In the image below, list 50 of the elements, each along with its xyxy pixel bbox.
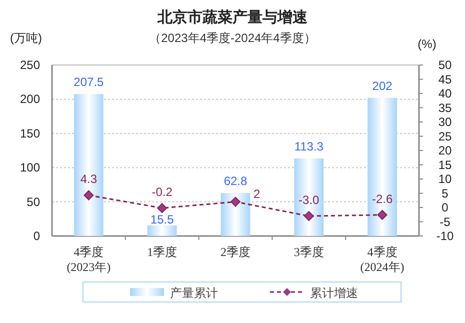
data-label: 2: [254, 186, 260, 201]
point: [157, 203, 168, 214]
y2-tick-label: 35: [438, 100, 452, 115]
data-label: 62.8: [224, 174, 248, 188]
data-label: 113.3: [294, 140, 324, 154]
y-tick-label: 0: [33, 229, 40, 243]
y2-tick-label: 40: [438, 86, 452, 100]
legend-label: 产量累计: [170, 286, 218, 300]
data-label: 4.3: [80, 172, 98, 186]
data-label: 202: [372, 78, 393, 93]
y-tick-label: 250: [20, 58, 40, 72]
y2-tick-label: 30: [438, 115, 452, 129]
point: [377, 210, 388, 220]
x-tick-label: 4季度 (2024年): [360, 245, 404, 274]
y2-tick-label: 5: [442, 186, 449, 200]
y2-tick-label: -5: [440, 214, 451, 229]
point: [230, 196, 240, 207]
y2-tick-label: 20: [438, 144, 452, 158]
bar: [147, 225, 177, 236]
bar: [294, 158, 324, 236]
data-label: 15.5: [150, 212, 174, 226]
y2-tick-label: 0: [442, 200, 449, 214]
point: [304, 211, 314, 222]
y2-axis-title: (%): [418, 37, 436, 51]
data-label: 207.5: [74, 75, 104, 90]
legend-label: 累计增速: [310, 286, 358, 300]
bar: [220, 193, 250, 236]
chart-subtitle: （2023年4季度-2024年4季度）: [149, 31, 316, 45]
y-tick-label: 100: [20, 160, 40, 175]
y2-tick-label: 25: [438, 129, 452, 144]
data-label: -3.0: [298, 193, 320, 208]
x-tick-label: 2季度: [220, 245, 250, 259]
y-tick-label: 200: [20, 92, 40, 106]
y2-tick-label: 10: [438, 172, 452, 186]
y-tick-label: 150: [20, 126, 40, 140]
x-tick-label: 1季度: [147, 245, 178, 259]
x-tick-label: 3季度: [294, 245, 324, 259]
y2-tick-label: 45: [438, 72, 452, 86]
x-tick-label: 4季度 (2023年): [66, 245, 111, 274]
y2-tick-label: -10: [436, 229, 454, 243]
data-label: -0.2: [152, 185, 173, 200]
y2-tick-label: 15: [438, 158, 452, 172]
bar: [368, 98, 397, 236]
y2-tick-label: 50: [438, 58, 452, 72]
y-tick-label: 50: [26, 194, 40, 209]
bar: [74, 94, 104, 236]
data-label: -2.6: [372, 192, 393, 206]
chart-title: 北京市蔬菜产量与增速: [156, 8, 308, 26]
y-axis-title: (万吨): [10, 31, 42, 45]
point: [84, 190, 94, 200]
